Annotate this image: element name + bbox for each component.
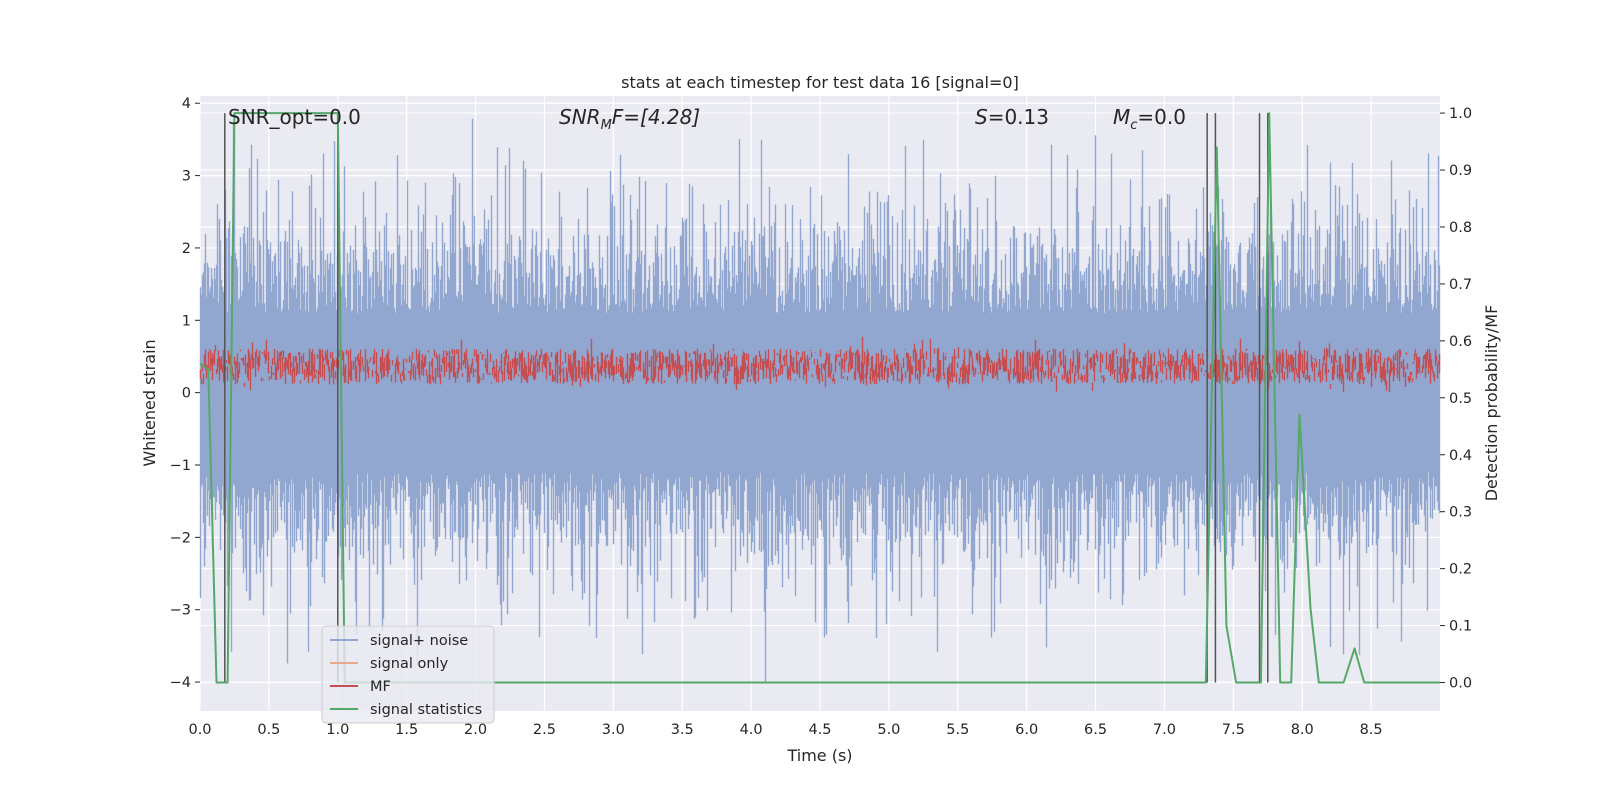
y-tick-label: −1 xyxy=(170,458,191,474)
mc-sub: c xyxy=(1130,118,1137,133)
y2-tick-label: 0.0 xyxy=(1449,676,1472,692)
y-tick-label: −3 xyxy=(170,603,191,619)
annotation-mc: Mc=0.0 xyxy=(1113,105,1186,133)
x-tick-label: 6.0 xyxy=(1015,722,1038,738)
x-tick-label: 1.0 xyxy=(326,722,349,738)
y-tick-label: 1 xyxy=(182,313,191,329)
x-tick-label: 7.0 xyxy=(1153,722,1176,738)
annotation-snr-mf: SNRMF=[4.28] xyxy=(559,105,700,133)
y2-tick-label: 0.9 xyxy=(1449,163,1472,179)
snr-mf-prefix: SNR xyxy=(559,105,601,129)
y2-tick-label: 0.3 xyxy=(1449,505,1472,521)
x-tick-label: 7.5 xyxy=(1222,722,1245,738)
legend-label-mf: MF xyxy=(370,679,391,695)
x-axis-label: Time (s) xyxy=(786,746,852,765)
y2-tick-label: 0.1 xyxy=(1449,619,1472,635)
y-tick-label: 2 xyxy=(182,241,191,257)
annotation-s: S=0.13 xyxy=(975,105,1049,129)
y-tick-label: 3 xyxy=(182,169,191,185)
s-suffix: =0.13 xyxy=(988,105,1049,129)
x-tick-label: 8.0 xyxy=(1291,722,1314,738)
signal-statistics-line xyxy=(199,112,1440,684)
y2-tick-label: 0.6 xyxy=(1449,334,1472,350)
y-tick-label: −2 xyxy=(170,530,191,546)
legend-label-signal: signal only xyxy=(370,656,449,672)
y2-axis-label: Detection probability/MF xyxy=(1482,305,1501,502)
legend-box xyxy=(321,625,495,724)
x-tick-label: 6.5 xyxy=(1084,722,1107,738)
x-tick-label: 0.0 xyxy=(188,722,211,738)
y-axis-label: Whitened strain xyxy=(140,339,159,466)
y2-ticks: 1.0 0.9 0.8 0.7 0.6 0.5 0.4 0.3 0.2 0.1 0.0 xyxy=(1440,106,1472,692)
x-tick-label: 3.5 xyxy=(671,722,694,738)
x-tick-label: 2.5 xyxy=(533,722,556,738)
x-ticks: 0.0 0.5 1.0 1.5 2.0 2.5 3.0 3.5 4.0 4.5 5.0 5.5 6.0 6… xyxy=(188,722,1382,738)
legend-label-stats: signal statistics xyxy=(370,702,482,718)
x-tick-label: 1.5 xyxy=(395,722,418,738)
y2-tick-label: 0.7 xyxy=(1449,277,1472,293)
y2-tick-label: 0.2 xyxy=(1449,562,1472,578)
x-tick-label: 2.0 xyxy=(464,722,487,738)
snr-mf-suffix: F=[4.28] xyxy=(612,105,700,129)
y-ticks: 4 3 2 1 0 −1 −2 −3 −4 xyxy=(170,96,200,691)
signal-statistics-series xyxy=(199,112,1440,684)
y-tick-label: −4 xyxy=(170,675,191,691)
y-tick-label: 4 xyxy=(182,96,191,112)
snr-mf-sub: M xyxy=(601,118,612,133)
mc-prefix: M xyxy=(1113,105,1130,129)
y2-tick-label: 1.0 xyxy=(1449,106,1472,122)
y-tick-label: 0 xyxy=(182,386,191,402)
x-tick-label: 3.0 xyxy=(602,722,625,738)
y2-tick-label: 0.4 xyxy=(1449,448,1472,464)
chart-title: stats at each timestep for test data 16 … xyxy=(621,73,1019,92)
y2-tick-label: 0.5 xyxy=(1449,391,1472,407)
legend-label-noise: signal+ noise xyxy=(370,633,468,649)
x-tick-label: 4.0 xyxy=(740,722,763,738)
x-tick-label: 5.5 xyxy=(946,722,969,738)
x-tick-label: 4.5 xyxy=(808,722,831,738)
annotation-snr-opt: SNR_opt=0.0 xyxy=(228,105,361,129)
x-tick-label: 5.0 xyxy=(877,722,900,738)
x-tick-label: 0.5 xyxy=(257,722,280,738)
mc-suffix: =0.0 xyxy=(1137,105,1186,129)
s-prefix: S xyxy=(975,105,988,129)
legend: signal+ noise signal only MF signal stat… xyxy=(321,625,495,724)
y2-tick-label: 0.8 xyxy=(1449,220,1472,236)
x-tick-label: 8.5 xyxy=(1360,722,1383,738)
